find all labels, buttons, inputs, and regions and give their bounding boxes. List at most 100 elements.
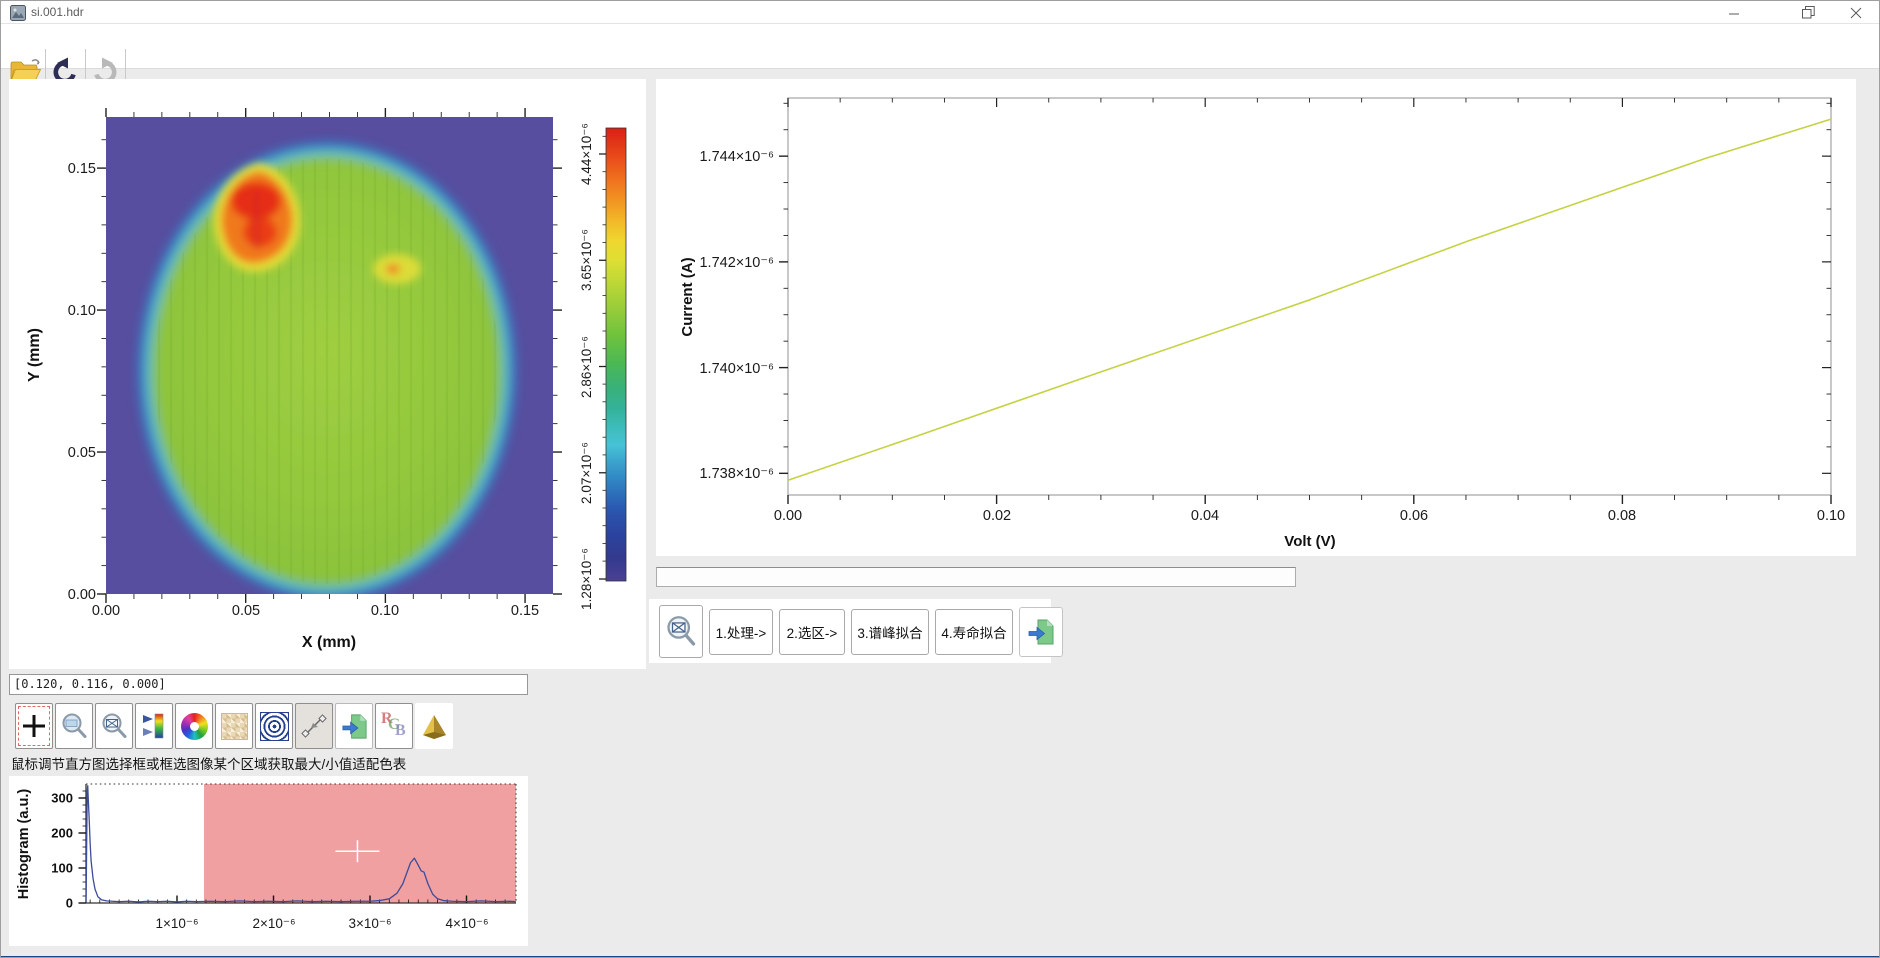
- x-tick-label: 0.00: [92, 603, 120, 619]
- y-tick-label: 0.10: [68, 303, 96, 319]
- zoom-region-icon: [62, 713, 87, 738]
- surface-3d-icon: [423, 715, 446, 739]
- minimize-button[interactable]: [1711, 1, 1757, 24]
- histogram-canvas[interactable]: 0 100 200 300 1×10⁻⁶ 2×10⁻⁶ 3×10⁻⁶ 4×10⁻…: [9, 776, 528, 946]
- grayscale-texture-icon: [220, 712, 248, 740]
- line-profile-tool-button[interactable]: [295, 703, 333, 749]
- y-tick-label: 1.740×10⁻⁶: [699, 361, 774, 377]
- close-icon: [1850, 7, 1862, 18]
- lifetime-fit-button[interactable]: 4.寿命拟合: [935, 609, 1013, 655]
- select-region-button[interactable]: 2.选区->: [779, 609, 845, 655]
- y-tick-label: 1.738×10⁻⁶: [699, 466, 774, 482]
- color-wheel-icon: [180, 712, 208, 740]
- interference-pattern-tool-button[interactable]: [255, 703, 293, 749]
- zoom-reset-icon: [102, 713, 127, 738]
- export-button[interactable]: [1019, 607, 1063, 657]
- histogram-panel: 0 100 200 300 1×10⁻⁶ 2×10⁻⁶ 3×10⁻⁶ 4×10⁻…: [9, 776, 528, 946]
- peak-fit-button[interactable]: 3.谱峰拟合: [851, 609, 929, 655]
- zoom-region-tool-button[interactable]: [55, 703, 93, 749]
- heatmap-panel: 0.00 0.05 0.10 0.15 0.00 0.05 0.10 0.15 …: [9, 79, 646, 669]
- x-tick-label: 4×10⁻⁶: [445, 916, 488, 931]
- export-icon: [1028, 619, 1054, 645]
- histogram-crosshair-cursor[interactable]: [335, 840, 380, 863]
- color-wheel-tool-button[interactable]: [175, 703, 213, 749]
- y-tick-label: 0.05: [68, 445, 96, 461]
- grayscale-texture-tool-button[interactable]: [215, 703, 253, 749]
- x-tick-label: 0.08: [1608, 508, 1636, 524]
- restore-icon: [1801, 6, 1815, 19]
- x-tick-label: 0.10: [371, 603, 399, 619]
- undo-button[interactable]: [47, 50, 83, 89]
- redo-icon: [94, 57, 117, 83]
- colorbar-label: 4.44×10⁻⁶: [579, 123, 594, 185]
- x-tick-label: 0.00: [774, 508, 802, 524]
- progress-bar: [656, 567, 1296, 587]
- colormap-scale-tool-button[interactable]: [135, 703, 173, 749]
- colormap-scale-icon: [143, 713, 164, 739]
- app-icon: [10, 5, 26, 21]
- heatmap-canvas[interactable]: 0.00 0.05 0.10 0.15 0.00 0.05 0.10 0.15 …: [9, 79, 646, 669]
- line-profile-icon: [301, 714, 327, 738]
- iv-plot-canvas: 0.00 0.02 0.04 0.06 0.08 0.10 1.744×10⁻⁶…: [679, 97, 1845, 550]
- coordinate-readout: [0.120, 0.116, 0.000]: [9, 674, 528, 695]
- export-image-icon: [342, 713, 367, 739]
- main-toolbar: [1, 24, 1879, 90]
- x-tick-label: 2×10⁻⁶: [252, 916, 295, 931]
- colorbar-label: 2.86×10⁻⁶: [579, 336, 594, 398]
- colorbar-label: 2.07×10⁻⁶: [579, 442, 594, 504]
- y-axis-title: Current (A): [679, 257, 696, 336]
- colorbar: [605, 127, 627, 582]
- close-button[interactable]: [1833, 1, 1879, 24]
- x-tick-label: 0.06: [1400, 508, 1428, 524]
- redo-button[interactable]: [87, 50, 123, 89]
- y-axis-title: Histogram (a.u.): [16, 789, 32, 900]
- y-tick-label: 100: [51, 861, 73, 876]
- x-tick-label: 3×10⁻⁶: [348, 916, 391, 931]
- x-axis-title: Volt (V): [1284, 533, 1335, 550]
- toolbar-separator: [125, 49, 126, 90]
- y-tick-label: 1.744×10⁻⁶: [699, 149, 774, 165]
- colorbar-ticks: [599, 135, 606, 580]
- crosshair-icon: [23, 715, 45, 737]
- process-button[interactable]: 1.处理->: [709, 609, 773, 655]
- x-tick-label: 0.10: [1817, 508, 1845, 524]
- y-tick-label: 0.00: [68, 587, 96, 603]
- colorbar-label: 1.28×10⁻⁶: [579, 548, 594, 610]
- y-tick-label: 300: [51, 791, 73, 806]
- y-tick-label: 1.742×10⁻⁶: [699, 255, 774, 271]
- x-tick-label: 0.05: [232, 603, 260, 619]
- y-tick-label: 0.15: [68, 161, 96, 177]
- iv-curve: [787, 118, 1832, 481]
- crosshair-tool-button[interactable]: [15, 703, 53, 749]
- toolbar-separator: [85, 49, 86, 90]
- zoom-reset-button[interactable]: [659, 605, 703, 658]
- toolbar-separator: [45, 49, 46, 90]
- export-image-tool-button[interactable]: [335, 703, 373, 749]
- window-title: si.001.hdr: [31, 5, 84, 19]
- y-tick-label: 200: [51, 826, 73, 841]
- iv-axes: [779, 97, 1832, 504]
- histogram-selection-region[interactable]: [204, 784, 516, 903]
- restore-button[interactable]: [1785, 1, 1831, 24]
- heatmap-hotspot: [213, 163, 301, 272]
- x-tick-label: 0.15: [511, 603, 539, 619]
- interference-pattern-icon: [259, 711, 289, 741]
- rgb-channels-icon: R G B: [381, 710, 406, 739]
- zoom-reset-icon: [667, 615, 696, 646]
- window-bottom-edge: [1, 956, 1879, 957]
- iv-plot-panel: 0.00 0.02 0.04 0.06 0.08 0.10 1.744×10⁻⁶…: [656, 79, 1856, 556]
- histogram-curve: [85, 785, 516, 903]
- y-axis-title: Y (mm): [26, 328, 43, 382]
- heatmap-secondary-spot: [373, 254, 421, 284]
- heatmap-image: [138, 142, 516, 594]
- colorbar-label: 3.65×10⁻⁶: [579, 229, 594, 291]
- x-axis-title: X (mm): [302, 634, 356, 651]
- x-tick-label: 1×10⁻⁶: [155, 916, 198, 931]
- hint-text: 鼠标调节直方图选择框或框选图像某个区域获取最大/小值适配色表: [11, 757, 407, 772]
- rgb-channels-tool-button[interactable]: R G B: [375, 703, 413, 749]
- surface-3d-tool-button[interactable]: [415, 703, 453, 749]
- undo-icon: [53, 57, 76, 83]
- zoom-reset-tool-button[interactable]: [95, 703, 133, 749]
- y-tick-label: 0: [66, 896, 73, 911]
